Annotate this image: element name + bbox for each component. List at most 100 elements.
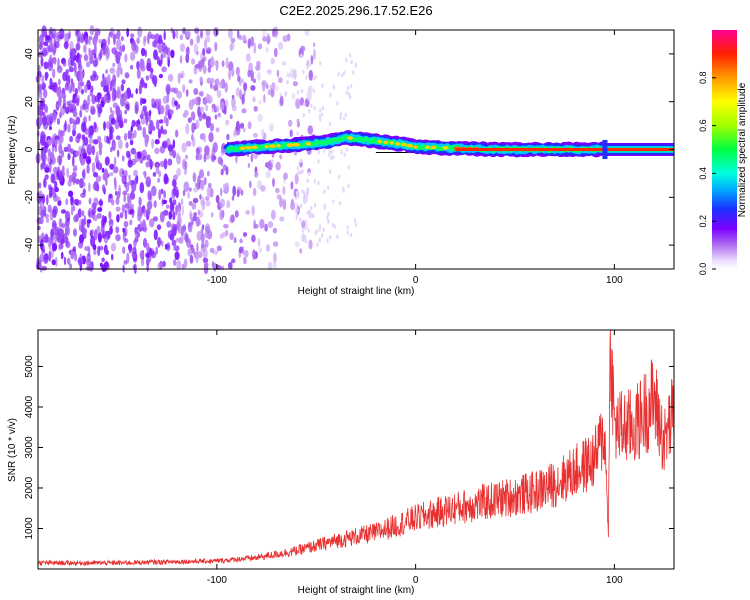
heatmap-cell — [89, 229, 94, 238]
heatmap-y-tick-label: 40 — [24, 48, 35, 60]
heatmap-cell — [165, 104, 170, 112]
heatmap-cell — [226, 133, 230, 141]
heatmap-cell — [310, 55, 314, 65]
heatmap-cell — [140, 64, 146, 72]
heatmap-cell — [266, 244, 270, 252]
heatmap-cell — [347, 165, 351, 170]
heatmap-cell — [81, 218, 85, 228]
heatmap-cell — [110, 199, 115, 206]
heatmap-cell — [163, 190, 167, 199]
heatmap-cell — [247, 38, 251, 49]
track-hotspot — [276, 144, 281, 148]
heatmap-x-tick-label: -100 — [207, 275, 227, 286]
heatmap-cell — [39, 196, 43, 201]
heatmap-cell — [174, 251, 180, 260]
track-hotspot — [377, 139, 382, 144]
colorbar-tick-label: 0.8 — [698, 72, 708, 85]
heatmap-cell — [269, 123, 274, 132]
heatmap-cell — [77, 80, 81, 91]
heatmap-cell — [332, 199, 335, 204]
heatmap-cell — [306, 209, 312, 216]
heatmap-cell — [109, 27, 115, 39]
heatmap-cell — [128, 130, 133, 140]
heatmap-cell — [63, 256, 67, 266]
track-core — [455, 148, 674, 151]
heatmap-cell — [210, 56, 215, 68]
heatmap-cell — [153, 229, 158, 241]
heatmap-cell — [350, 84, 353, 89]
heatmap-cell — [101, 233, 106, 239]
heatmap-cell — [318, 224, 322, 229]
heatmap-cell — [51, 242, 58, 252]
heatmap-cell — [56, 89, 62, 94]
heatmap-cell — [50, 42, 53, 49]
heatmap-cell — [243, 82, 248, 92]
heatmap-cell — [195, 147, 200, 155]
heatmap-cell — [289, 68, 295, 79]
heatmap-cell — [72, 246, 77, 252]
heatmap-cell — [68, 99, 73, 111]
heatmap-cell — [323, 205, 326, 210]
heatmap-cell — [196, 34, 200, 44]
heatmap-cell — [158, 189, 162, 201]
snr-x-tick-label: 0 — [413, 575, 419, 586]
heatmap-cell — [180, 227, 184, 237]
heatmap-cell — [135, 88, 138, 95]
heatmap-cell — [295, 212, 298, 221]
heatmap-cell — [193, 212, 197, 217]
heatmap-cell — [154, 139, 160, 145]
snr-y-tick-label: 1000 — [24, 517, 35, 540]
heatmap-cell — [128, 248, 132, 254]
heatmap-cell — [140, 47, 146, 57]
heatmap-cell — [142, 155, 147, 161]
heatmap-cell — [124, 209, 128, 220]
heatmap-cell — [204, 223, 211, 233]
heatmap-cell — [155, 163, 160, 175]
heatmap-cell — [38, 235, 42, 244]
heatmap-cell — [185, 123, 190, 135]
heatmap-cell — [262, 36, 268, 42]
heatmap-cell — [231, 97, 236, 108]
heatmap-cell — [267, 261, 273, 271]
heatmap-cell — [176, 260, 182, 270]
heatmap-cell — [299, 97, 305, 106]
heatmap-cell — [97, 245, 101, 257]
heatmap-cell — [73, 172, 76, 177]
heatmap-cell — [313, 203, 317, 208]
heatmap-cell — [74, 88, 78, 95]
heatmap-cell — [155, 119, 160, 130]
heatmap-cell — [158, 170, 161, 178]
heatmap-cell — [276, 194, 282, 200]
heatmap-cell — [281, 61, 287, 66]
heatmap-marks — [35, 25, 358, 275]
heatmap-cell — [152, 171, 157, 177]
heatmap-cell — [55, 41, 60, 49]
heatmap-cell — [165, 110, 169, 116]
heatmap-cell — [243, 256, 247, 265]
heatmap-cell — [145, 117, 149, 126]
heatmap-cell — [157, 128, 161, 140]
heatmap-cell — [176, 167, 182, 177]
heatmap-cell — [316, 242, 319, 247]
heatmap-cell — [308, 214, 311, 219]
heatmap-cell — [176, 90, 182, 99]
heatmap-cell — [239, 238, 243, 244]
heatmap-cell — [66, 167, 70, 179]
heatmap-cell — [252, 96, 256, 103]
heatmap-cell — [70, 58, 75, 67]
heatmap-cell — [146, 177, 151, 182]
heatmap-cell — [234, 210, 239, 218]
colorbar-gradient — [712, 30, 737, 269]
heatmap-cell — [83, 215, 87, 225]
track-hotspot — [413, 145, 418, 149]
heatmap-cell — [108, 113, 115, 124]
heatmap-cell — [116, 38, 122, 51]
heatmap-cell — [257, 238, 261, 248]
heatmap-cell — [239, 89, 242, 100]
heatmap-cell — [98, 39, 103, 44]
heatmap-cell — [107, 73, 111, 86]
heatmap-cell — [226, 200, 231, 209]
heatmap-cell — [188, 79, 193, 84]
heatmap-cell — [143, 208, 147, 218]
heatmap-cell — [175, 152, 180, 161]
